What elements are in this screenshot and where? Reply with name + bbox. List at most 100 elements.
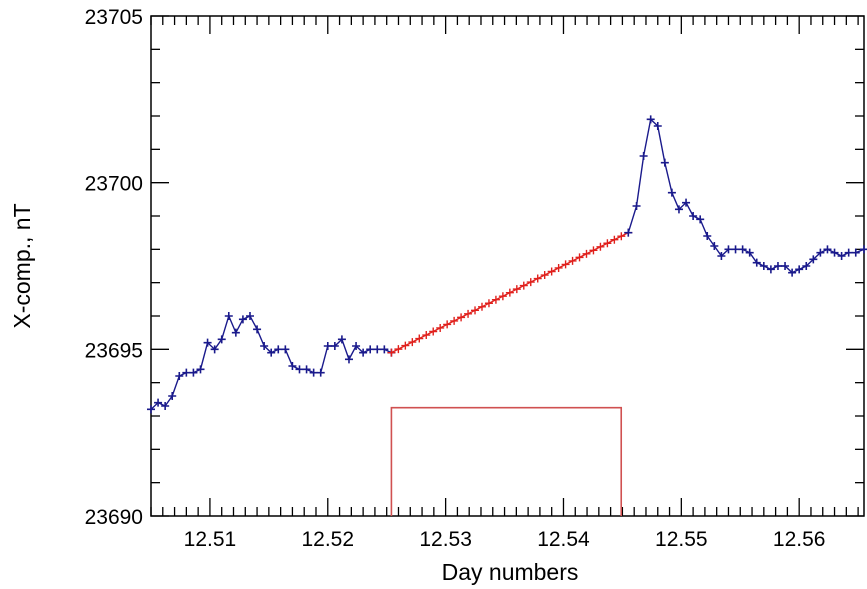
data-point [309,368,318,377]
data-point [816,248,825,257]
gap-bracket [390,406,623,516]
data-point [337,335,346,344]
data-point [147,405,155,414]
data-point [717,252,726,260]
data-point [443,320,452,329]
x-tick-label: 12.55 [655,528,708,551]
data-point [837,252,846,260]
interpolated-gap-series [387,228,633,357]
data-point [703,232,712,240]
data-point [457,313,466,322]
data-point [738,245,747,254]
data-point [316,368,325,377]
data-point [505,288,514,297]
x-tick-label: 12.51 [184,528,237,551]
data-point [394,345,403,354]
data-series [147,115,867,414]
data-point [617,232,626,241]
data-point [752,258,761,267]
data-point [436,323,445,332]
data-point [288,362,297,370]
data-point [408,338,417,347]
data-point [450,316,459,325]
data-point [851,248,860,257]
data-point [596,242,605,251]
data-point [589,246,598,255]
observed-after-series [624,115,867,277]
data-point [533,274,542,283]
data-point [359,348,368,357]
data-point [759,262,768,270]
data-point [168,392,177,400]
data-point [175,372,184,380]
y-tick-label: 23700 [85,173,143,196]
data-point [561,260,570,269]
y-tick-label: 23690 [85,506,143,529]
data-point [624,228,633,237]
data-point [653,122,662,130]
data-point [344,355,353,364]
data-point [667,188,676,197]
data-point [554,263,563,272]
data-point [830,248,839,257]
data-point [575,253,584,262]
data-point [260,342,269,350]
data-point [238,315,247,324]
y-tick-label: 23695 [85,339,143,362]
data-point [809,255,818,264]
x-tick-label: 12.56 [773,528,826,551]
y-axis-label: X-comp., nT [9,203,35,328]
data-point [526,278,535,287]
data-point [766,265,775,274]
data-point [731,245,740,254]
data-point [674,205,683,214]
data-point [295,365,304,374]
data-point [682,198,691,207]
data-point [231,328,240,337]
data-point [161,402,170,410]
x-axis-label: Day numbers [442,559,579,585]
data-point [603,239,612,248]
data-point [154,398,163,407]
data-point [330,342,339,350]
data-point [210,345,219,354]
data-point [632,202,641,210]
data-point [429,327,438,336]
data-point [415,334,424,343]
data-point [373,345,382,354]
data-point [639,152,648,160]
data-point [281,345,290,354]
data-point [547,267,556,276]
data-point [471,306,480,315]
data-point [253,325,262,334]
data-point [710,242,719,250]
data-point [491,295,500,304]
axis-tick-labels: 23690 23695 23700 23705 12.51 12.52 12.53 12.54… [85,6,826,551]
data-point [196,365,205,374]
data-point [568,256,577,265]
data-point [781,262,790,270]
data-point [484,299,493,308]
data-point [182,368,191,377]
data-point [203,338,212,347]
data-point [512,285,521,294]
data-point [401,341,410,350]
data-point [245,312,254,320]
data-point [302,365,311,374]
axis-ticks [150,15,864,517]
data-point [696,215,705,224]
x-tick-label: 12.53 [419,528,472,551]
data-point [422,331,431,340]
data-point [267,348,276,357]
data-point [366,345,375,354]
data-point [582,249,591,258]
data-point [224,312,233,320]
data-point [387,348,396,357]
data-point [745,248,754,257]
data-point [352,342,361,350]
data-point [217,335,226,344]
observed-before-series [147,312,396,414]
data-point [724,245,733,254]
data-point [660,158,669,167]
data-point [860,245,867,254]
